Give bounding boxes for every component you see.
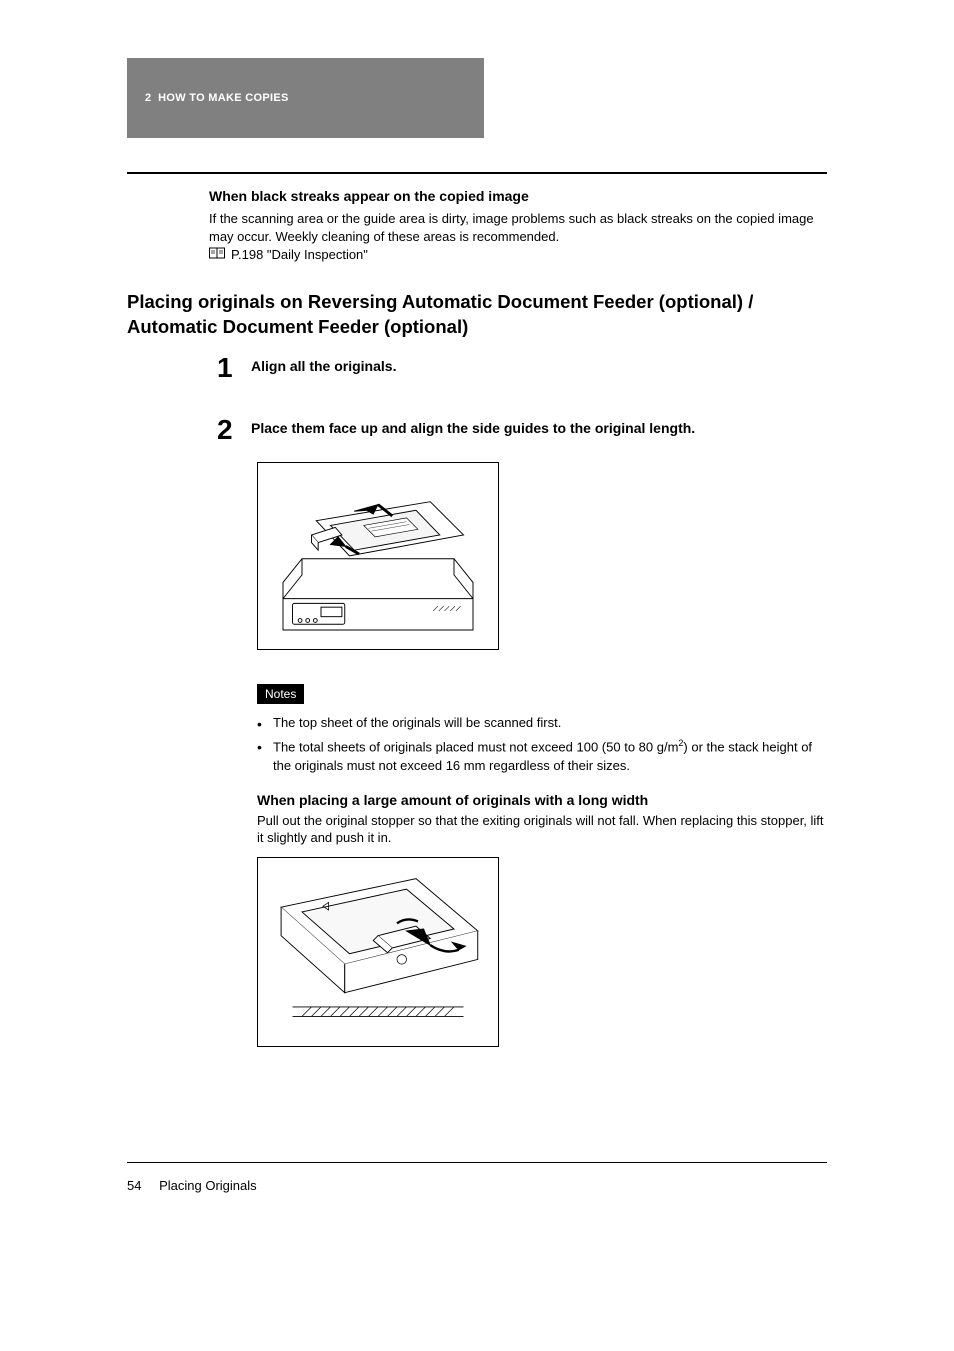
notes-label: Notes	[257, 684, 304, 704]
step-1-text: Align all the originals.	[251, 354, 827, 382]
book-icon	[209, 247, 225, 262]
note-item-2: The total sheets of originals placed mus…	[257, 737, 827, 776]
intro-heading: When black streaks appear on the copied …	[209, 188, 827, 204]
superscript-2: 2	[678, 738, 683, 748]
step-1-number: 1	[217, 354, 251, 382]
figure-stopper	[257, 857, 499, 1047]
notes-list: The top sheet of the originals will be s…	[257, 714, 827, 776]
page-content: When black streaks appear on the copied …	[127, 188, 827, 1047]
subsection-heading: When placing a large amount of originals…	[257, 792, 827, 808]
intro-body-text: If the scanning area or the guide area i…	[209, 210, 827, 245]
step-2: 2 Place them face up and align the side …	[217, 416, 827, 444]
printer-illustration-icon	[264, 468, 492, 645]
bottom-horizontal-rule	[127, 1162, 827, 1163]
section-heading: Placing originals on Reversing Automatic…	[127, 290, 827, 340]
page-footer: 54 Placing Originals	[127, 1178, 257, 1193]
figure-printer-feeder	[257, 462, 499, 650]
chapter-header-band: 2 HOW TO MAKE COPIES	[127, 58, 484, 138]
footer-title: Placing Originals	[159, 1178, 257, 1193]
page-number: 54	[127, 1178, 141, 1193]
step-2-text: Place them face up and align the side gu…	[251, 416, 827, 444]
step-1: 1 Align all the originals.	[217, 354, 827, 382]
stopper-illustration-icon	[264, 863, 492, 1042]
chapter-num: 2	[145, 92, 151, 104]
top-horizontal-rule	[127, 172, 827, 174]
chapter-header-text: 2 HOW TO MAKE COPIES	[145, 92, 289, 104]
page-reference: P.198 "Daily Inspection"	[209, 247, 827, 262]
chapter-title: HOW TO MAKE COPIES	[158, 92, 288, 104]
subsection-body: Pull out the original stopper so that th…	[257, 812, 827, 847]
step-2-number: 2	[217, 416, 251, 444]
note-item-1: The top sheet of the originals will be s…	[257, 714, 827, 733]
page-reference-text: P.198 "Daily Inspection"	[231, 247, 368, 262]
